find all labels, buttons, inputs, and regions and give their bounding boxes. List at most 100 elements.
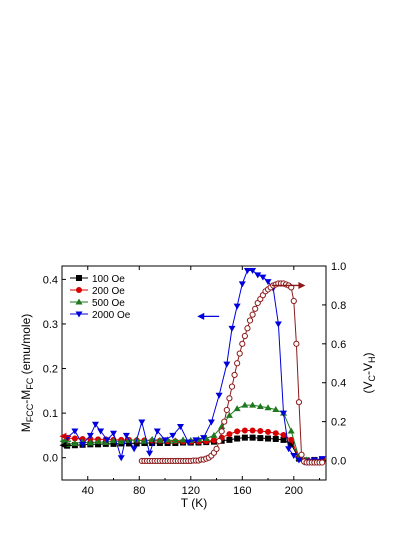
data-point [110,437,118,444]
data-point [280,410,288,417]
data-point [249,427,256,434]
data-point [192,437,200,444]
data-point [79,441,87,448]
x-axis-label: T (K) [181,496,207,510]
y-right-tick-label: 0.8 [331,300,346,312]
data-point [249,267,257,274]
data-point [103,437,111,444]
y-left-tick-label: 0.3 [43,319,58,331]
legend-label: 200 Oe [92,286,125,297]
data-point [246,317,254,324]
data-point [234,428,241,435]
series-line [67,437,323,461]
data-point [252,305,259,312]
series-line [67,430,323,461]
y-left-tick-label: 0.4 [43,274,58,286]
y-right-tick-label: 1.0 [331,261,346,273]
legend-label: 500 Oe [92,298,125,309]
data-point [71,439,79,446]
y-right-tick-label: 0.0 [331,456,346,468]
x-tick-label: 160 [233,485,251,497]
legend-marker [75,311,83,318]
label-part: -M [19,390,33,404]
data-point [133,440,140,447]
x-tick-label: 200 [285,485,303,497]
x-tick-label: 40 [82,485,94,497]
x-tick-label: 80 [133,485,145,497]
data-point [95,441,102,448]
data-point [243,267,251,274]
data-point [110,440,117,447]
data-point [71,435,78,442]
data-point [287,427,295,434]
data-point [171,437,179,444]
legend-marker [75,298,83,305]
data-point [86,432,94,439]
data-point [290,452,298,459]
data-point [231,371,238,379]
data-point [226,395,233,402]
legend-entry: 200 Oe [70,286,125,297]
data-point [130,446,138,453]
data-point [249,311,256,318]
data-point [233,405,241,412]
data-point [140,437,148,444]
data-point [221,418,228,425]
plot-area [61,265,327,481]
data-point [226,431,233,438]
data-point [218,423,226,429]
legend-marker [76,287,82,293]
arrow-head [59,441,67,449]
data-point [102,439,110,446]
data-point [272,430,279,437]
data-point [94,438,102,445]
legend-label: 2000 Oe [92,310,131,321]
data-point [138,419,146,426]
data-series [63,267,326,466]
data-point [241,434,248,441]
data-point [236,350,243,357]
data-point [213,445,220,452]
data-point [153,428,161,435]
axis-ticks: 40 80 120 160 200 0.0 0.1 0.2 0.3 0.4 0.0 0.2 0.4 0.6… [43,261,347,497]
data-point [225,411,233,418]
data-point [288,441,295,448]
data-point [295,457,303,464]
legend-entry: 500 Oe [70,298,125,309]
data-point [161,437,169,444]
annotation-arrow [271,281,306,289]
data-point [274,321,282,328]
data-point [319,459,326,466]
data-point [272,435,279,442]
y-left-tick-label: 0.0 [43,453,58,465]
y-left-tick-label: 0.2 [43,364,58,376]
label-part: (V [361,382,375,394]
data-point [272,406,280,413]
data-point [254,272,262,279]
data-point [146,450,154,457]
data-point [218,428,225,435]
plot-frame [61,265,327,481]
data-point [256,402,264,409]
data-point [110,430,118,437]
data-point [234,360,241,367]
data-point [117,438,125,445]
y-left-tick-label: 0.1 [43,408,58,420]
data-point [91,421,99,428]
label-part: FC [25,377,35,389]
data-point [210,431,218,438]
data-point [290,297,297,305]
label-part: H [367,357,377,364]
y-left-axis-label: MFCC-MFC (emu/mole) [19,314,35,433]
data-point [97,428,105,435]
data-point [71,428,79,435]
legend-label: 100 Oe [92,274,125,285]
data-point [226,436,233,443]
data-point [295,399,303,406]
data-point [249,434,256,441]
data-point [318,456,326,463]
label-part: (emu/mole) [19,314,33,378]
data-point [228,325,236,332]
